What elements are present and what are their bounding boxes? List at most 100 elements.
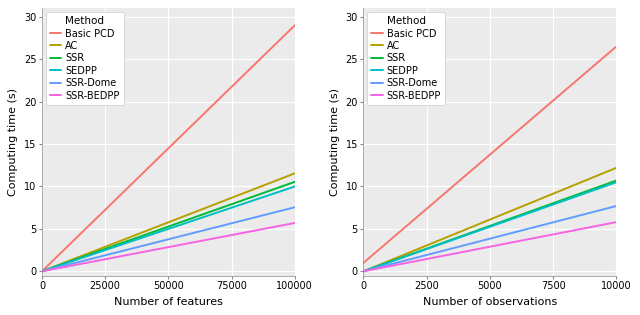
SSR-BEDPP [567,229,575,233]
SEDPP [481,226,489,230]
Line: AC: AC [364,168,616,271]
Line: SEDPP: SEDPP [364,182,616,271]
SSR-Dome [480,238,488,242]
SEDPP [285,186,292,190]
SSR-Dome [497,234,504,238]
SSR-Dome [285,207,292,211]
Basic PCD [245,68,253,72]
Line: SSR-BEDPP: SSR-BEDPP [42,223,295,271]
Basic PCD [291,23,299,27]
SEDPP [158,229,166,233]
Line: SEDPP: SEDPP [42,186,295,271]
SSR-Dome [612,204,620,208]
SSR-BEDPP [607,221,614,225]
Legend: Basic PCD, AC, SSR, SEDPP, SSR-Dome, SSR-BEDPP: Basic PCD, AC, SSR, SEDPP, SSR-Dome, SSR… [367,12,445,105]
AC [497,214,504,217]
Basic PCD [510,132,518,136]
SEDPP [612,180,620,184]
AC [510,208,518,212]
SSR [189,216,196,220]
Basic PCD [189,123,196,127]
SSR [245,196,253,200]
Line: SSR: SSR [42,182,295,271]
SSR-Dome [291,205,299,209]
SSR-BEDPP [158,246,166,250]
AC [607,169,614,172]
X-axis label: Number of observations: Number of observations [423,297,557,307]
SSR [607,181,614,185]
SEDPP [160,229,168,232]
SSR-Dome [481,238,489,242]
SSR-Dome [607,206,614,209]
SSR [480,226,488,230]
SEDPP [480,227,488,231]
SSR-BEDPP [481,246,489,249]
SSR-Dome [360,269,367,273]
SEDPP [175,224,182,227]
Basic PCD [607,50,614,54]
X-axis label: Number of features: Number of features [114,297,223,307]
Basic PCD [38,269,46,273]
SEDPP [360,269,367,273]
SSR-Dome [38,269,46,273]
SSR [497,220,504,224]
Line: AC: AC [42,173,295,271]
Line: Basic PCD: Basic PCD [42,25,295,271]
AC [481,220,489,223]
Line: SSR-BEDPP: SSR-BEDPP [364,222,616,271]
Basic PCD [160,151,168,155]
SSR [38,269,46,273]
Basic PCD [360,261,367,265]
AC [612,166,620,170]
SSR-BEDPP [38,269,46,273]
SSR [158,227,166,231]
Basic PCD [481,157,489,161]
SSR-Dome [158,239,166,243]
SEDPP [567,197,575,200]
Basic PCD [285,29,292,33]
AC [245,189,253,193]
SEDPP [189,219,196,223]
Line: SSR-Dome: SSR-Dome [42,207,295,271]
AC [158,223,166,227]
Basic PCD [612,45,620,49]
Basic PCD [158,152,166,156]
AC [291,171,299,175]
SSR-BEDPP [291,221,299,225]
Line: SSR-Dome: SSR-Dome [364,206,616,271]
Y-axis label: Computing time (s): Computing time (s) [330,88,340,196]
SSR-Dome [189,231,196,235]
SSR-BEDPP [510,240,518,244]
SSR-BEDPP [160,246,168,250]
SSR [175,221,182,225]
Basic PCD [480,158,488,162]
AC [175,216,182,220]
SSR-BEDPP [189,241,196,244]
SSR-BEDPP [612,220,620,224]
AC [567,185,575,188]
SSR [285,182,292,186]
SSR-Dome [160,239,168,243]
SSR [567,195,575,199]
AC [160,222,168,226]
SSR [160,226,168,230]
SSR-BEDPP [245,230,253,233]
SSR-BEDPP [360,269,367,273]
SSR-BEDPP [497,243,504,247]
Basic PCD [567,84,575,88]
Y-axis label: Computing time (s): Computing time (s) [8,88,19,196]
SEDPP [497,221,504,225]
SEDPP [245,200,253,204]
SSR [291,180,299,184]
AC [480,220,488,224]
SEDPP [510,216,518,220]
SSR [510,215,518,219]
Basic PCD [497,144,504,148]
SSR [481,226,489,230]
AC [360,269,367,273]
AC [285,174,292,178]
SSR-BEDPP [285,222,292,226]
Basic PCD [175,136,182,140]
SSR [360,269,367,273]
Line: Basic PCD: Basic PCD [364,47,616,263]
